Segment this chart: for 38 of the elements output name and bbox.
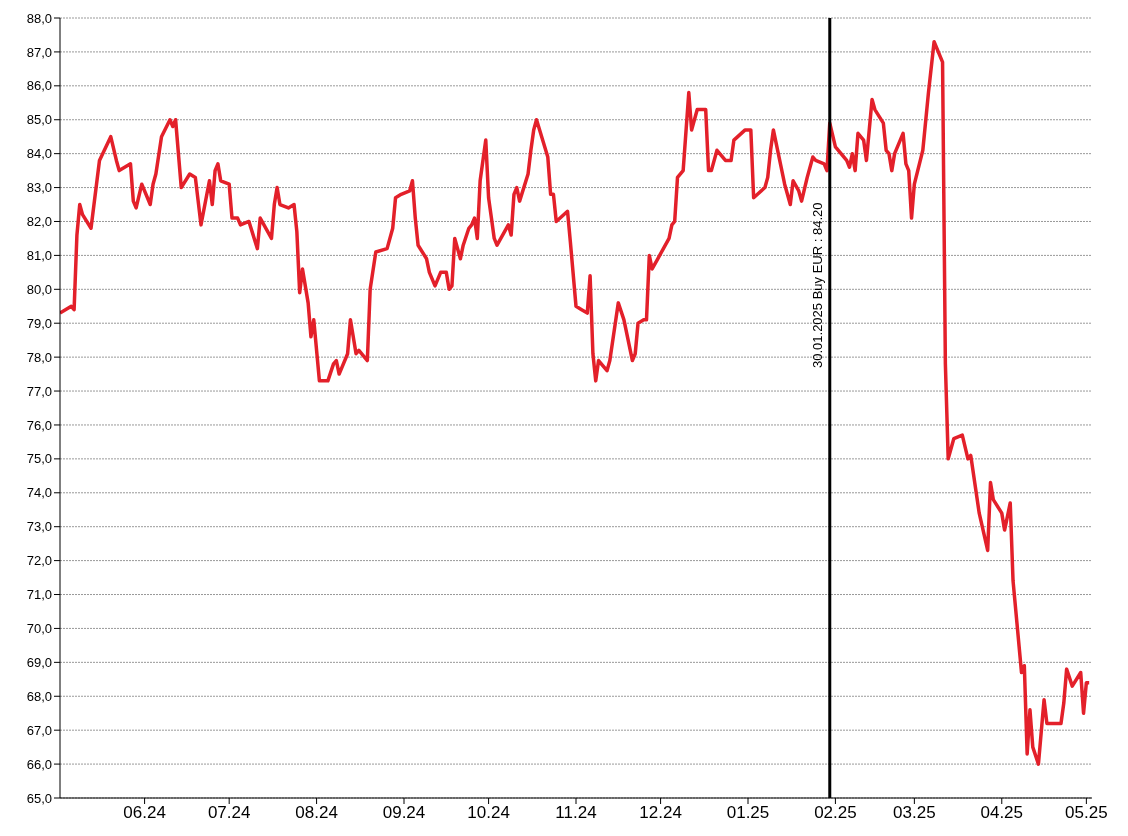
x-tick-label: 05.25 — [1065, 803, 1108, 823]
ref-line-label: 30.01.2025 Buy EUR : 84.20 — [809, 202, 825, 368]
y-tick-label: 82,0 — [26, 214, 52, 230]
x-tick-label: 02.25 — [814, 803, 857, 823]
x-tick-label: 09.24 — [382, 803, 426, 823]
y-tick-label: 79,0 — [26, 315, 52, 331]
x-tick-label: 03.25 — [893, 803, 936, 823]
y-tick-label: 74,0 — [26, 485, 52, 501]
x-tick-label: 04.25 — [980, 803, 1024, 823]
y-tick-label: 86,0 — [26, 78, 52, 94]
y-tick-label: 71,0 — [26, 587, 52, 603]
x-tick-label: 08.24 — [295, 803, 338, 823]
y-tick-label: 76,0 — [26, 417, 52, 433]
y-tick-label: 84,0 — [26, 146, 52, 162]
y-tick-label: 85,0 — [26, 112, 52, 128]
y-tick-label: 88,0 — [26, 10, 52, 26]
line-series — [60, 39, 1091, 766]
y-tick-label: 78,0 — [26, 349, 52, 365]
x-tick-label: 01.25 — [726, 803, 770, 823]
y-tick-label: 80,0 — [26, 281, 52, 297]
y-tick-label: 75,0 — [26, 451, 52, 467]
y-tick-label: 83,0 — [26, 180, 52, 196]
x-tick-label: 12.24 — [639, 803, 682, 823]
x-tick-label: 11.24 — [555, 803, 597, 823]
y-tick-label: 87,0 — [26, 44, 52, 60]
y-tick-label: 72,0 — [26, 553, 52, 569]
y-tick-label: 81,0 — [26, 248, 52, 264]
x-tick-label: 07.24 — [207, 803, 251, 823]
x-tick-label: 06.24 — [123, 803, 166, 823]
y-tick-label: 77,0 — [26, 383, 52, 399]
y-tick-label: 67,0 — [26, 722, 52, 738]
y-tick-label: 68,0 — [26, 688, 52, 704]
y-tick-label: 70,0 — [26, 621, 52, 637]
y-tick-label: 73,0 — [26, 519, 52, 535]
y-tick-label: 65,0 — [26, 790, 52, 806]
y-tick-label: 69,0 — [26, 654, 52, 670]
y-tick-label: 66,0 — [26, 756, 52, 772]
x-tick-label: 10.24 — [467, 803, 510, 823]
